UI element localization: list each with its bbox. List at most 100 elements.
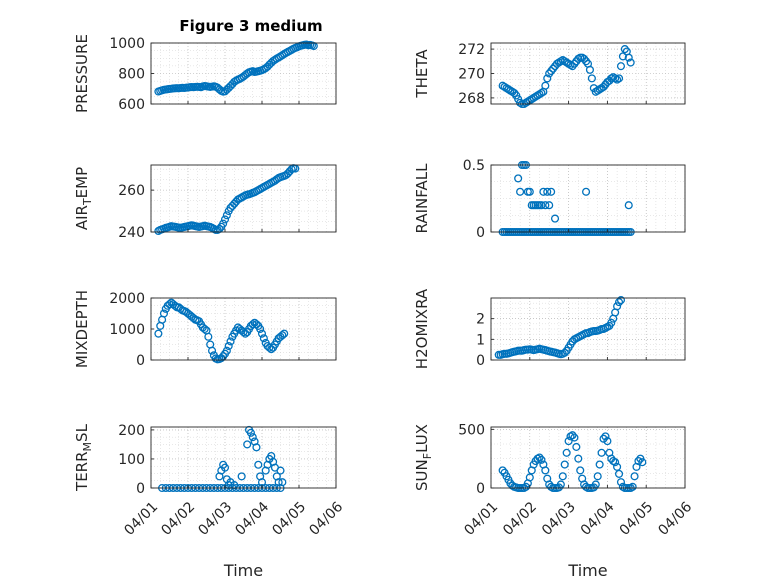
x-tick-label: 04/05 [269,499,309,539]
data-point [200,324,209,334]
data-point [613,302,622,311]
data-point [204,332,213,341]
y-axis-label: MIXDEPTH [73,290,91,368]
data-point [537,201,546,210]
data-point [154,329,163,338]
axes-box [150,164,337,233]
data-point [535,453,544,462]
data-markers [154,298,289,364]
data-point [220,215,230,224]
data-point [516,187,525,196]
data-point [510,88,519,98]
subplot-7: 0 100 200 TERRMSL 04/0104/0204/0304/0404/050… [73,423,346,580]
data-point [514,174,523,183]
data-point [616,478,626,487]
data-point [607,318,616,327]
data-point [576,466,585,475]
data-point [159,309,169,318]
y-tick-label: 0 [136,481,145,497]
y-tick-label: 240 [118,225,145,241]
data-point [256,324,265,334]
data-point [543,74,552,83]
data-point [630,472,639,481]
y-tick-label: 0 [476,481,485,497]
x-tick-label: 04/06 [655,499,695,539]
data-point [562,448,571,457]
y-tick-label: 0 [476,353,485,369]
data-point [570,59,579,68]
data-point [614,469,624,478]
data-point [582,57,591,66]
data-point [620,45,629,54]
y-tick-label: 1000 [109,322,145,338]
data-point [259,334,268,343]
x-tick-label: 04/06 [306,499,346,539]
data-point [543,187,552,196]
subplot-4: 0 0.5 RAINFALL [413,158,686,241]
x-axis-label: Time [223,561,263,580]
y-axis-label: SUNFLUX [413,424,434,491]
data-point [541,201,550,210]
data-point [572,442,581,451]
data-point [525,473,534,482]
data-point [616,62,626,71]
data-point [547,67,556,76]
data-point [624,53,633,62]
data-markers [154,40,318,96]
x-tick-label: 04/01 [461,499,501,539]
data-point [280,329,289,338]
data-point [558,472,567,481]
y-axis-label: TERRMSL [73,423,94,492]
data-point [222,346,231,355]
axes-box [490,297,686,361]
data-markers [154,164,300,236]
data-point [597,448,606,457]
y-tick-label: 0 [476,225,485,241]
data-point [278,478,287,487]
y-tick-label: 270 [458,67,485,83]
data-point [603,437,612,446]
y-tick-label: 800 [118,67,145,83]
data-point [560,348,569,357]
data-point [616,296,626,305]
y-axis-label: PRESSURE [73,34,91,113]
data-point [230,481,239,490]
subplot-3: 240 260 AIRTEMP [73,164,337,241]
data-point [574,454,583,463]
data-point [220,463,230,472]
data-point [601,432,610,441]
data-point [634,456,643,466]
y-tick-label: 260 [118,183,145,199]
data-point [224,341,233,351]
data-point [549,64,558,73]
y-axis-label: H2OMIXRA [413,288,431,369]
data-point [165,300,174,309]
data-point [618,52,627,61]
data-point [539,187,548,196]
data-point [254,460,263,469]
data-point [222,211,231,220]
axes-box [150,426,337,489]
data-point [568,431,577,440]
y-tick-label: 2000 [109,291,145,307]
subplot-1: 600 800 1000 PRESSURE [73,34,337,113]
data-point [611,458,620,467]
x-axis-label: Time [567,561,607,580]
x-tick-label: 04/04 [232,499,272,539]
data-point [274,478,283,487]
data-point [580,54,589,63]
data-point [585,65,594,74]
data-point [537,455,546,464]
data-markers [498,45,635,109]
x-tick-label: 04/03 [539,499,579,539]
data-point [570,433,579,442]
data-markers [158,425,287,493]
data-point [208,346,217,355]
data-point [257,329,267,338]
x-tick-label: 04/04 [578,499,618,539]
data-point [564,437,573,446]
y-axis-label: AIRTEMP [73,167,94,230]
data-point [525,187,534,196]
